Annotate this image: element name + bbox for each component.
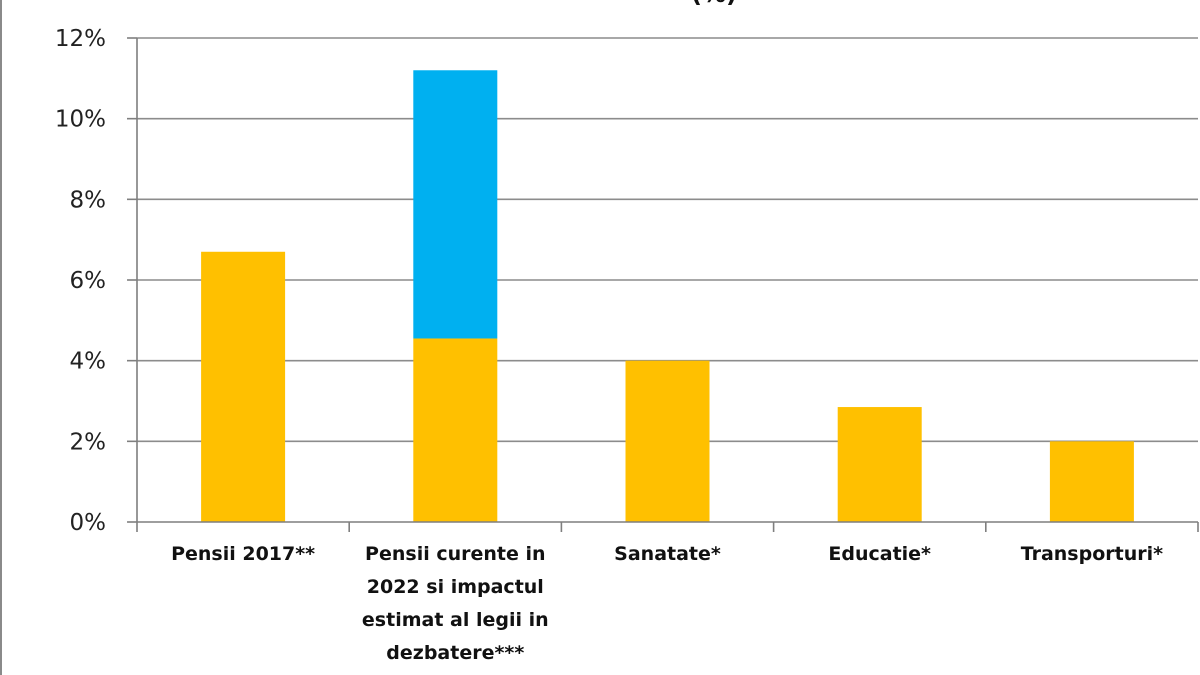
y-tick-label: 12% — [55, 26, 106, 52]
frame-border — [0, 0, 2, 675]
y-tick-label: 6% — [70, 268, 107, 294]
bar-series-0-cat-3 — [837, 407, 922, 522]
bar-series-0-cat-0 — [201, 251, 286, 522]
x-category-label-line: Educatie* — [828, 543, 931, 565]
y-tick-label: 4% — [70, 349, 107, 375]
x-category-label-line: estimat al legii in — [362, 609, 549, 631]
x-category-label: Pensii curente in 2022 si impactul estimat… — [362, 543, 549, 664]
bar-series-1-cat-1 — [413, 70, 498, 339]
bar-series-0-cat-1 — [413, 338, 498, 522]
x-category-label: Transporturi* — [1021, 543, 1163, 565]
x-category-label: Sanatate* — [614, 543, 721, 565]
x-category-label-line: Transporturi* — [1021, 543, 1163, 565]
x-category-label-line: Pensii curente in — [365, 543, 545, 565]
x-category-label: Educatie* — [828, 543, 931, 565]
x-category-label-line: Sanatate* — [614, 543, 721, 565]
x-category-label-line: 2022 si impactul — [367, 576, 544, 598]
x-category-label-line: Pensii 2017** — [171, 543, 315, 565]
y-tick-label: 0% — [70, 510, 107, 536]
chart-title: (%) — [691, 0, 737, 8]
bar-series-0-cat-4 — [1049, 441, 1134, 522]
y-tick-label: 10% — [55, 107, 106, 133]
y-tick-label: 8% — [70, 187, 107, 213]
x-category-label-line: dezbatere*** — [386, 642, 524, 664]
y-tick-label: 2% — [70, 429, 107, 455]
bar-series-0-cat-2 — [625, 360, 710, 522]
x-category-label: Pensii 2017** — [171, 543, 315, 565]
